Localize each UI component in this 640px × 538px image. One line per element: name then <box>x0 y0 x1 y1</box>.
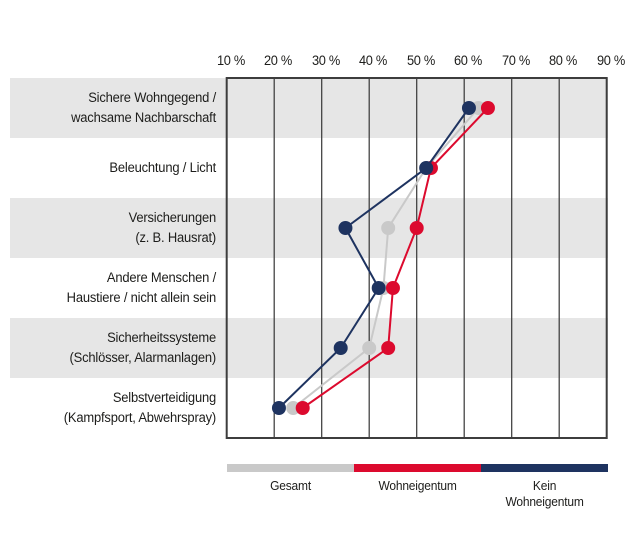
legend-swatch-0 <box>226 464 354 472</box>
plot-border <box>225 77 608 439</box>
category-label-row4: Sicherheitssysteme (Schlösser, Alarmanla… <box>69 330 217 365</box>
data-point-wohneigentum-row0 <box>480 101 495 115</box>
x-tick-label-90: 90 % <box>596 53 625 68</box>
category-label-row0: Sichere Wohngegend / wachsame Nachbarsch… <box>71 90 216 125</box>
data-point-kein-wohneigentum-row4 <box>333 341 348 355</box>
legend-item-1: Wohneigentum <box>353 464 481 510</box>
data-point-kein-wohneigentum-row3 <box>371 281 386 295</box>
row-band <box>10 78 608 138</box>
data-point-gesamt-row2 <box>381 221 396 235</box>
data-point-wohneigentum-row5 <box>295 401 310 415</box>
data-point-wohneigentum-row2 <box>409 221 424 235</box>
series-line-kein-wohneigentum <box>278 107 470 409</box>
legend-label-0: Gesamt <box>269 479 311 493</box>
data-point-wohneigentum-row3 <box>385 281 400 295</box>
row-band <box>10 198 608 258</box>
series-line-gesamt <box>292 107 480 409</box>
category-label-row3: Andere Menschen / Haustiere / nicht alle… <box>66 270 217 305</box>
data-point-kein-wohneigentum-row1 <box>419 161 434 175</box>
data-point-kein-wohneigentum-row5 <box>271 401 286 415</box>
row-band <box>10 318 608 378</box>
legend: Gesamt Wohneigentum Kein Wohneigentum <box>226 464 608 510</box>
x-tick-label-50: 50 % <box>406 53 435 68</box>
data-point-wohneigentum-row4 <box>381 341 396 355</box>
x-tick-label-80: 80 % <box>549 53 578 68</box>
data-point-kein-wohneigentum-row2 <box>338 221 353 235</box>
legend-swatch-2 <box>480 464 608 472</box>
x-tick-label-30: 30 % <box>311 53 340 68</box>
legend-item-0: Gesamt <box>226 464 354 510</box>
legend-swatch-1 <box>353 464 481 472</box>
series-line-wohneigentum <box>302 107 489 409</box>
category-label-row5: Selbstverteidigung (Kampfsport, Abwehrsp… <box>63 390 216 425</box>
x-tick-label-20: 20 % <box>264 53 293 68</box>
x-tick-label-40: 40 % <box>359 53 388 68</box>
category-label-row2: Versicherungen (z. B. Hausrat) <box>128 210 217 245</box>
x-tick-label-60: 60 % <box>454 53 483 68</box>
category-label-row1: Beleuchtung / Licht <box>109 160 216 175</box>
data-point-kein-wohneigentum-row0 <box>461 101 476 115</box>
legend-label-2: Kein Wohneigentum <box>505 479 584 509</box>
x-tick-label-10: 10 % <box>216 53 245 68</box>
x-tick-label-70: 70 % <box>501 53 530 68</box>
data-point-gesamt-row4 <box>362 341 377 355</box>
legend-label-1: Wohneigentum <box>378 479 457 493</box>
legend-item-2: Kein Wohneigentum <box>480 464 608 510</box>
